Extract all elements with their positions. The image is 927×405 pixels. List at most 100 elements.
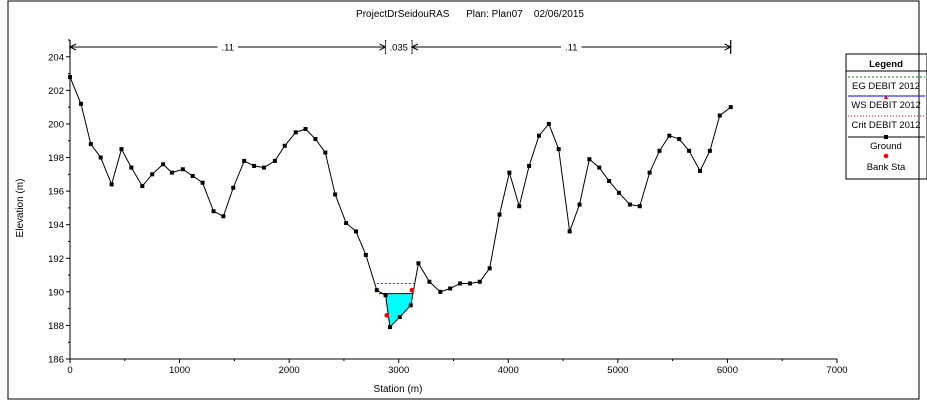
x-tick-label: 3000	[388, 365, 409, 376]
ground-point	[150, 172, 155, 177]
ground-point	[374, 288, 379, 293]
ground-point	[467, 281, 472, 286]
ground-point	[78, 101, 83, 106]
manning-arrow-right	[724, 43, 732, 51]
ground-point	[140, 184, 145, 189]
y-tick-label: 196	[48, 187, 64, 198]
ground-point	[303, 126, 308, 131]
manning-label-bg	[385, 41, 412, 53]
y-tick-label: 186	[48, 355, 64, 366]
ground-point	[567, 229, 572, 234]
ground-point	[637, 204, 642, 209]
x-tick-label: 2000	[279, 365, 300, 376]
legend-frame	[845, 53, 927, 180]
y-tick-label: 204	[48, 52, 64, 63]
legend-item-label: WS DEBIT 2012	[851, 100, 921, 111]
ground-point	[448, 286, 453, 291]
ground-point	[363, 252, 368, 257]
ground-point	[507, 170, 512, 175]
water-surface-fill	[378, 293, 414, 328]
legend-item-label: Crit DEBIT 2012	[852, 120, 921, 131]
ground-point	[129, 165, 134, 170]
ground-point	[161, 162, 166, 167]
ground-point	[221, 214, 226, 219]
x-tick-label: 5000	[607, 365, 628, 376]
ground-point	[231, 185, 236, 190]
ground-point	[607, 179, 612, 184]
manning-label: .11	[565, 43, 578, 54]
ground-point	[616, 190, 621, 195]
ground-point	[169, 170, 174, 175]
ground-point	[416, 261, 421, 266]
ground-point	[497, 212, 502, 217]
chart-title: ProjectDrSeidouRAS Plan: Plan07 02/06/20…	[356, 9, 584, 20]
ground-point	[647, 170, 652, 175]
ground-point	[707, 148, 712, 153]
ground-point	[667, 133, 672, 138]
legend: Legend EG DEBIT 2012 WS DEBIT 2012 Crit DE…	[845, 53, 927, 180]
manning-label: .035	[389, 43, 408, 54]
ground-point	[477, 279, 482, 284]
ground-point	[261, 165, 266, 170]
legend-swatch-bank	[883, 153, 889, 159]
ground-point	[68, 74, 72, 79]
ground-point	[657, 148, 662, 153]
ground-point	[687, 148, 692, 153]
legend-swatch-ground-marker	[884, 135, 888, 139]
ground-point	[98, 155, 103, 160]
ground-line	[69, 76, 732, 329]
legend-item-label: Ground	[870, 141, 902, 152]
ground-point	[282, 143, 287, 148]
x-tick-label: 0	[67, 365, 72, 376]
ground-layer	[68, 74, 733, 330]
ground-point	[408, 303, 413, 308]
ground-point	[397, 315, 402, 320]
ground-point	[333, 192, 338, 197]
y-tick-label: 192	[48, 254, 64, 265]
ground-point	[88, 142, 93, 147]
ground-point	[438, 289, 443, 294]
legend-item-label: Bank Sta	[867, 162, 906, 173]
legend-swatch-ws-marker	[884, 95, 888, 99]
manning-label-bg	[561, 41, 582, 53]
ground-point	[180, 167, 185, 172]
ground-point	[587, 157, 592, 162]
bank-station-point	[409, 287, 415, 293]
ground-point	[119, 147, 124, 152]
ground-point	[556, 147, 561, 152]
x-tick-label: 7000	[826, 365, 847, 376]
ground-point	[323, 150, 328, 155]
ground-point	[627, 202, 632, 207]
ground-point	[387, 325, 392, 330]
ground-point	[487, 266, 492, 271]
ground-point	[527, 163, 532, 168]
ground-point	[344, 221, 349, 226]
manning-n-annotations: .11 .035 .11	[68, 40, 732, 54]
ground-point	[458, 281, 463, 286]
ground-point	[313, 137, 318, 142]
ground-point	[211, 209, 216, 214]
legend-title: Legend	[869, 59, 903, 70]
ground-point	[717, 113, 722, 118]
ground-point	[698, 168, 703, 173]
ground-point	[383, 293, 388, 298]
ground-point	[252, 163, 257, 168]
ground-point	[109, 182, 114, 187]
ground-point	[517, 204, 522, 209]
ground-point	[272, 158, 277, 163]
ground-point	[677, 137, 682, 142]
ground-point	[190, 173, 195, 178]
manning-arrow-left	[410, 43, 419, 51]
x-axis-label: Station (m)	[374, 384, 423, 395]
y-tick-label: 198	[48, 153, 64, 164]
ground-point	[427, 279, 432, 284]
ground-point	[293, 130, 298, 135]
axes: 186 188 190 192 194 196 198 200 202 204 0 1000 2000 3…	[48, 39, 848, 376]
y-tick-label: 200	[48, 119, 64, 130]
ground-point	[536, 133, 541, 138]
bank-station-point	[384, 313, 389, 318]
ground-point	[597, 165, 602, 170]
y-tick-label: 194	[48, 220, 64, 231]
